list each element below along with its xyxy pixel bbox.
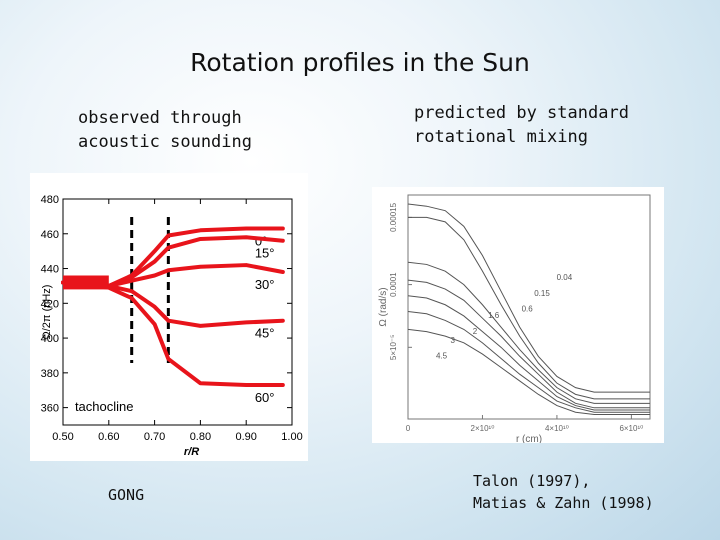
model-series-label: 1.6	[488, 311, 500, 320]
y-tick-label: 380	[41, 368, 59, 380]
x-tick-label: 0	[406, 424, 411, 433]
y-axis-label: Ω/2π (nHz)	[41, 285, 53, 340]
x-axis-label: r/R	[184, 446, 199, 458]
right-source-line2: Matias & Zahn (1998)	[473, 494, 654, 512]
model-series-line	[407, 328, 650, 416]
plot-frame	[62, 198, 293, 426]
left-source: GONG	[108, 486, 145, 504]
y-tick-label: 5×10⁻⁵	[389, 335, 398, 361]
x-tick-label: 0.70	[144, 431, 165, 443]
latitude-label: 45°	[255, 326, 275, 341]
right-source-line1: Talon (1997),	[473, 472, 591, 490]
latitude-series-line	[61, 280, 285, 388]
y-tick-label: 0.00015	[389, 202, 398, 231]
model-series-line	[407, 261, 650, 404]
plot-frame	[407, 194, 651, 420]
model-rotation-chart-svg: 5×10⁻⁵ 0.0001 0.00015 0 2×10¹⁰ 4×10¹⁰ 6×10¹⁰ r …	[378, 194, 651, 445]
latitude-label: 15°	[255, 246, 275, 261]
core-rotation-band	[63, 275, 109, 290]
y-tick-label: 460	[41, 229, 59, 241]
slide-title: Rotation profiles in the Sun	[190, 48, 530, 77]
latitude-label: 60°	[255, 390, 275, 405]
y-tick-label: 360	[41, 403, 59, 415]
y-tick-label: 480	[41, 194, 59, 206]
model-series-label: 0.04	[557, 273, 573, 282]
x-tick-label: 6×10¹⁰	[619, 424, 643, 433]
y-tick-label: 420	[41, 298, 59, 310]
latitude-label: 30°	[255, 277, 275, 292]
model-series-label: 4.5	[436, 352, 448, 361]
y-tick-label: 440	[41, 264, 59, 276]
model-series-label: 3	[450, 336, 455, 345]
x-tick-label: 0.90	[235, 431, 256, 443]
x-tick-label: 2×10¹⁰	[471, 424, 495, 433]
right-caption: predicted by standard rotational mixing	[414, 103, 629, 147]
model-series-line	[408, 216, 650, 400]
gong-rotation-chart-svg: 480 460 440 420 400 380 360 0.50 0.60 0.70 0.80 0.9…	[41, 194, 303, 458]
x-tick-label: 0.60	[98, 431, 119, 443]
model-series-line	[407, 279, 650, 409]
model-series-label: 2	[473, 327, 478, 336]
x-tick-label: 1.00	[281, 431, 302, 443]
model-series-line	[407, 295, 650, 411]
model-series-label: 0.6	[522, 304, 534, 313]
x-tick-label: 0.80	[190, 431, 211, 443]
left-caption: observed through acoustic sounding	[78, 108, 252, 152]
y-tick-label: 0.0001	[389, 272, 398, 297]
x-axis-label: r (cm)	[516, 434, 542, 443]
tachocline-annotation: tachocline	[75, 399, 134, 414]
latitude-series-line	[61, 280, 285, 328]
model-series-line	[407, 310, 650, 413]
model-rotation-chart: 5×10⁻⁵ 0.0001 0.00015 0 2×10¹⁰ 4×10¹⁰ 6×10¹⁰ r …	[372, 187, 664, 445]
model-series-line	[407, 203, 650, 393]
x-tick-label: 4×10¹⁰	[545, 424, 569, 433]
y-tick-label: 400	[41, 333, 59, 345]
model-series-label: 0.15	[534, 289, 550, 298]
y-axis-label: Ω (rad/s)	[378, 287, 389, 326]
gong-rotation-chart: 480 460 440 420 400 380 360 0.50 0.60 0.70 0.80 0.9…	[30, 173, 308, 461]
x-tick-label: 0.50	[52, 431, 73, 443]
